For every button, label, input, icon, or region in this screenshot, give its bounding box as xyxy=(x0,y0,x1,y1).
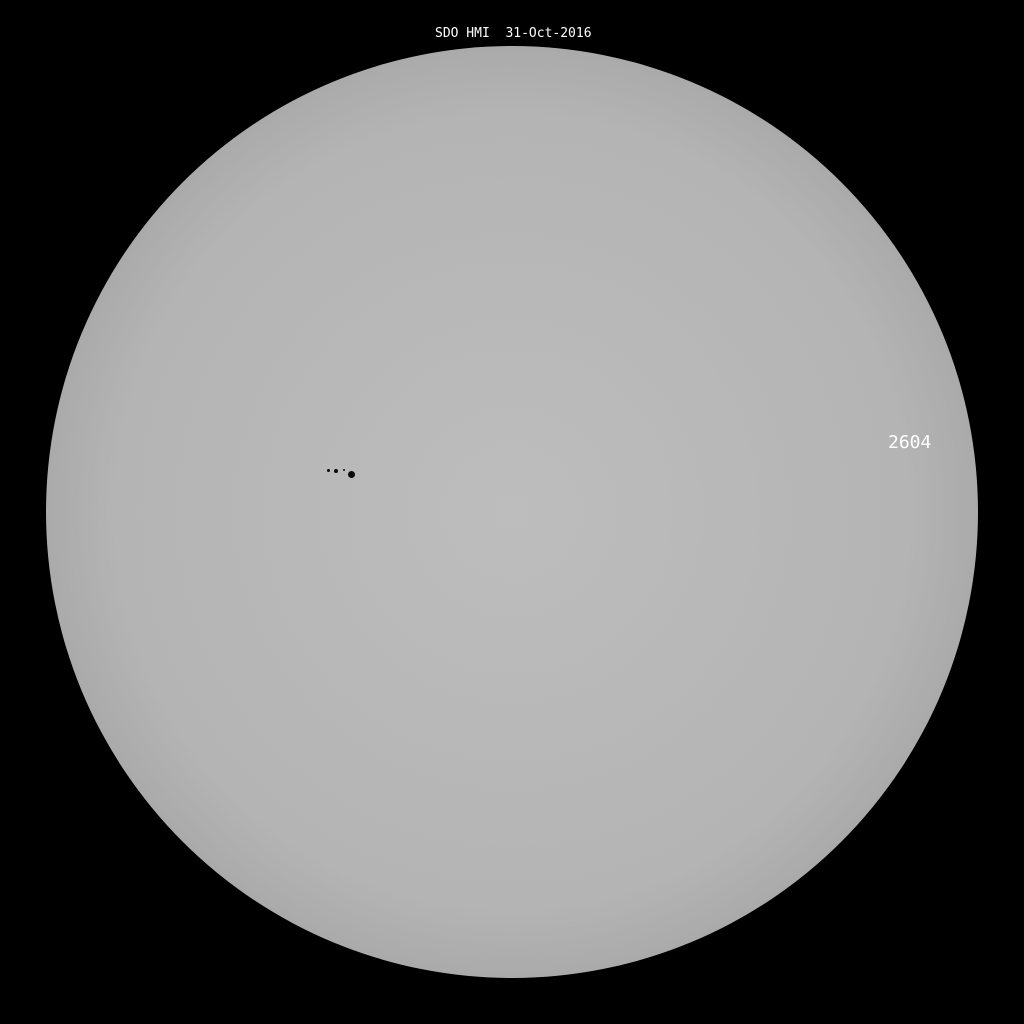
sunspot xyxy=(348,471,355,478)
sunspot xyxy=(343,469,345,471)
sunspot xyxy=(334,469,338,473)
image-canvas: SDO HMI 31-Oct-2016 2604 xyxy=(0,0,1024,1024)
image-title: SDO HMI 31-Oct-2016 xyxy=(435,26,592,41)
sunspot xyxy=(327,469,330,472)
active-region-label: 2604 xyxy=(888,432,931,453)
solar-disk xyxy=(46,46,978,978)
